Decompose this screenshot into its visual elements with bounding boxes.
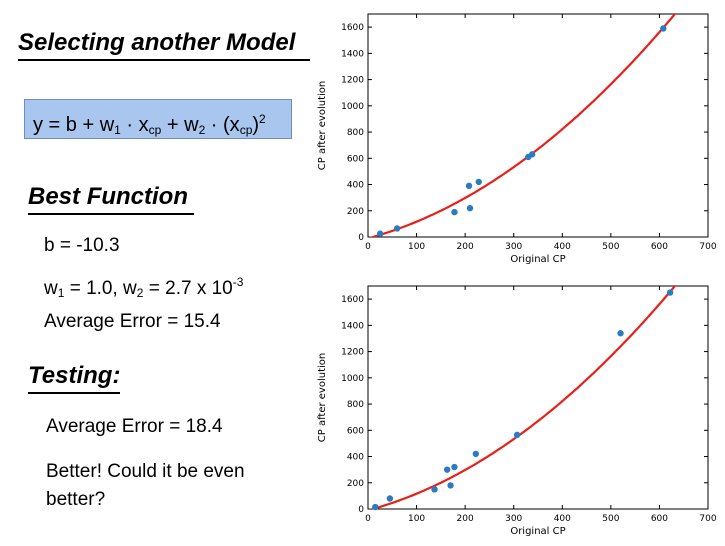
title-underline bbox=[18, 59, 310, 61]
formula-sub: 2 bbox=[198, 123, 206, 137]
formula-sub: 1 bbox=[114, 123, 121, 137]
testing-heading: Testing: bbox=[28, 362, 121, 394]
best-function-heading-text: Best Function bbox=[28, 183, 188, 210]
y-tick-label: 1600 bbox=[341, 295, 364, 305]
testing-underline bbox=[28, 392, 120, 394]
data-point bbox=[447, 482, 454, 489]
x-tick-label: 200 bbox=[457, 242, 474, 252]
x-tick-label: 300 bbox=[505, 514, 522, 524]
w-sup: -3 bbox=[232, 275, 244, 289]
y-tick-label: 600 bbox=[347, 426, 364, 436]
testing-scatter-chart: 0 100 200 300 400 500 600 700 0 200 400 600 800 1000 1… bbox=[317, 285, 717, 537]
param-weights: w1 = 1.0, w2 = 2.7 x 10-3 bbox=[44, 270, 243, 305]
model-formula: y = b + w1 · xcp + w2 · (xcp)2 bbox=[24, 99, 292, 139]
model-curve bbox=[368, 14, 677, 237]
test-average-error: Average Error = 18.4 bbox=[46, 416, 223, 437]
x-tick-label: 0 bbox=[365, 514, 371, 524]
data-point bbox=[466, 204, 474, 212]
formula-part: · x bbox=[120, 114, 149, 136]
formula-y: y bbox=[33, 114, 43, 136]
data-point bbox=[475, 178, 482, 186]
y-tick-label: 200 bbox=[347, 479, 364, 489]
data-point bbox=[393, 225, 401, 232]
y-tick-label: 0 bbox=[358, 505, 364, 515]
y-tick-label: 200 bbox=[347, 207, 364, 217]
data-point bbox=[372, 503, 379, 511]
formula-sub: cp bbox=[239, 123, 253, 137]
x-tick-label: 100 bbox=[408, 514, 425, 524]
x-tick-label: 600 bbox=[651, 514, 668, 524]
w-text: = 1.0, w bbox=[64, 278, 137, 299]
y-axis-label: CP after evolution bbox=[317, 353, 328, 443]
best-function-heading: Best Function bbox=[28, 183, 194, 215]
y-tick-label: 1200 bbox=[341, 76, 364, 86]
x-tick-label: 700 bbox=[699, 242, 716, 252]
y-tick-label: 1000 bbox=[341, 102, 364, 112]
w-sub: 1 bbox=[57, 286, 65, 300]
param-b: b = -10.3 bbox=[44, 235, 120, 256]
data-point bbox=[513, 431, 521, 439]
y-tick-label: 600 bbox=[347, 154, 364, 164]
data-point bbox=[451, 208, 458, 216]
slide-title-text: Selecting another Model bbox=[18, 29, 296, 56]
data-point bbox=[528, 151, 536, 158]
data-point bbox=[386, 495, 394, 502]
x-tick-label: 500 bbox=[602, 514, 619, 524]
x-tick-label: 700 bbox=[699, 514, 716, 524]
x-tick-label: 400 bbox=[554, 242, 571, 252]
data-point bbox=[451, 463, 458, 471]
y-tick-label: 400 bbox=[347, 181, 364, 191]
formula-sup: 2 bbox=[259, 112, 266, 126]
testing-heading-text: Testing: bbox=[28, 362, 121, 389]
y-tick-label: 800 bbox=[347, 128, 364, 138]
data-point bbox=[443, 466, 451, 473]
y-tick-label: 1400 bbox=[341, 49, 364, 59]
plot-frame bbox=[367, 285, 709, 510]
y-tick-label: 1600 bbox=[341, 23, 364, 33]
data-point bbox=[465, 182, 473, 190]
train-average-error: Average Error = 15.4 bbox=[44, 311, 221, 332]
y-axis-label: CP after evolution bbox=[317, 81, 328, 171]
data-point bbox=[617, 330, 624, 337]
formula-part: + w bbox=[161, 114, 199, 136]
x-tick-label: 100 bbox=[408, 242, 425, 252]
x-tick-label: 300 bbox=[505, 242, 522, 252]
x-tick-label: 400 bbox=[554, 514, 571, 524]
formula-part: · (x bbox=[205, 114, 240, 136]
slide-title: Selecting another Model bbox=[18, 29, 310, 61]
x-tick-label: 600 bbox=[651, 242, 668, 252]
training-scatter-chart: 0 100 200 300 400 500 600 700 0 200 400 600 800 1000 1… bbox=[317, 13, 717, 265]
w-text: w bbox=[44, 278, 58, 299]
x-tick-label: 500 bbox=[602, 242, 619, 252]
y-tick-label: 1400 bbox=[341, 321, 364, 331]
y-tick-label: 800 bbox=[347, 400, 364, 410]
w-sub: 2 bbox=[136, 286, 144, 300]
plot-frame bbox=[367, 13, 709, 238]
data-point bbox=[666, 289, 674, 296]
best-function-underline bbox=[28, 213, 194, 215]
model-curve bbox=[368, 286, 677, 509]
x-tick-label: 200 bbox=[457, 514, 474, 524]
data-point bbox=[660, 25, 667, 32]
y-tick-label: 0 bbox=[358, 233, 364, 243]
data-point bbox=[472, 450, 480, 458]
y-tick-label: 1000 bbox=[341, 374, 364, 384]
formula-sub: cp bbox=[148, 123, 162, 137]
better-note: Better! Could it be even better? bbox=[46, 461, 245, 510]
data-point bbox=[431, 486, 438, 493]
data-point bbox=[376, 230, 384, 237]
w-text: = 2.7 x 10 bbox=[143, 278, 233, 299]
y-tick-label: 400 bbox=[347, 453, 364, 463]
formula-part: = b + w bbox=[43, 114, 115, 136]
x-axis-label: Original CP bbox=[510, 254, 565, 265]
formula-part: ) bbox=[252, 114, 260, 136]
x-tick-label: 0 bbox=[365, 242, 371, 252]
x-axis-label: Original CP bbox=[510, 526, 565, 537]
y-tick-label: 1200 bbox=[341, 348, 364, 358]
